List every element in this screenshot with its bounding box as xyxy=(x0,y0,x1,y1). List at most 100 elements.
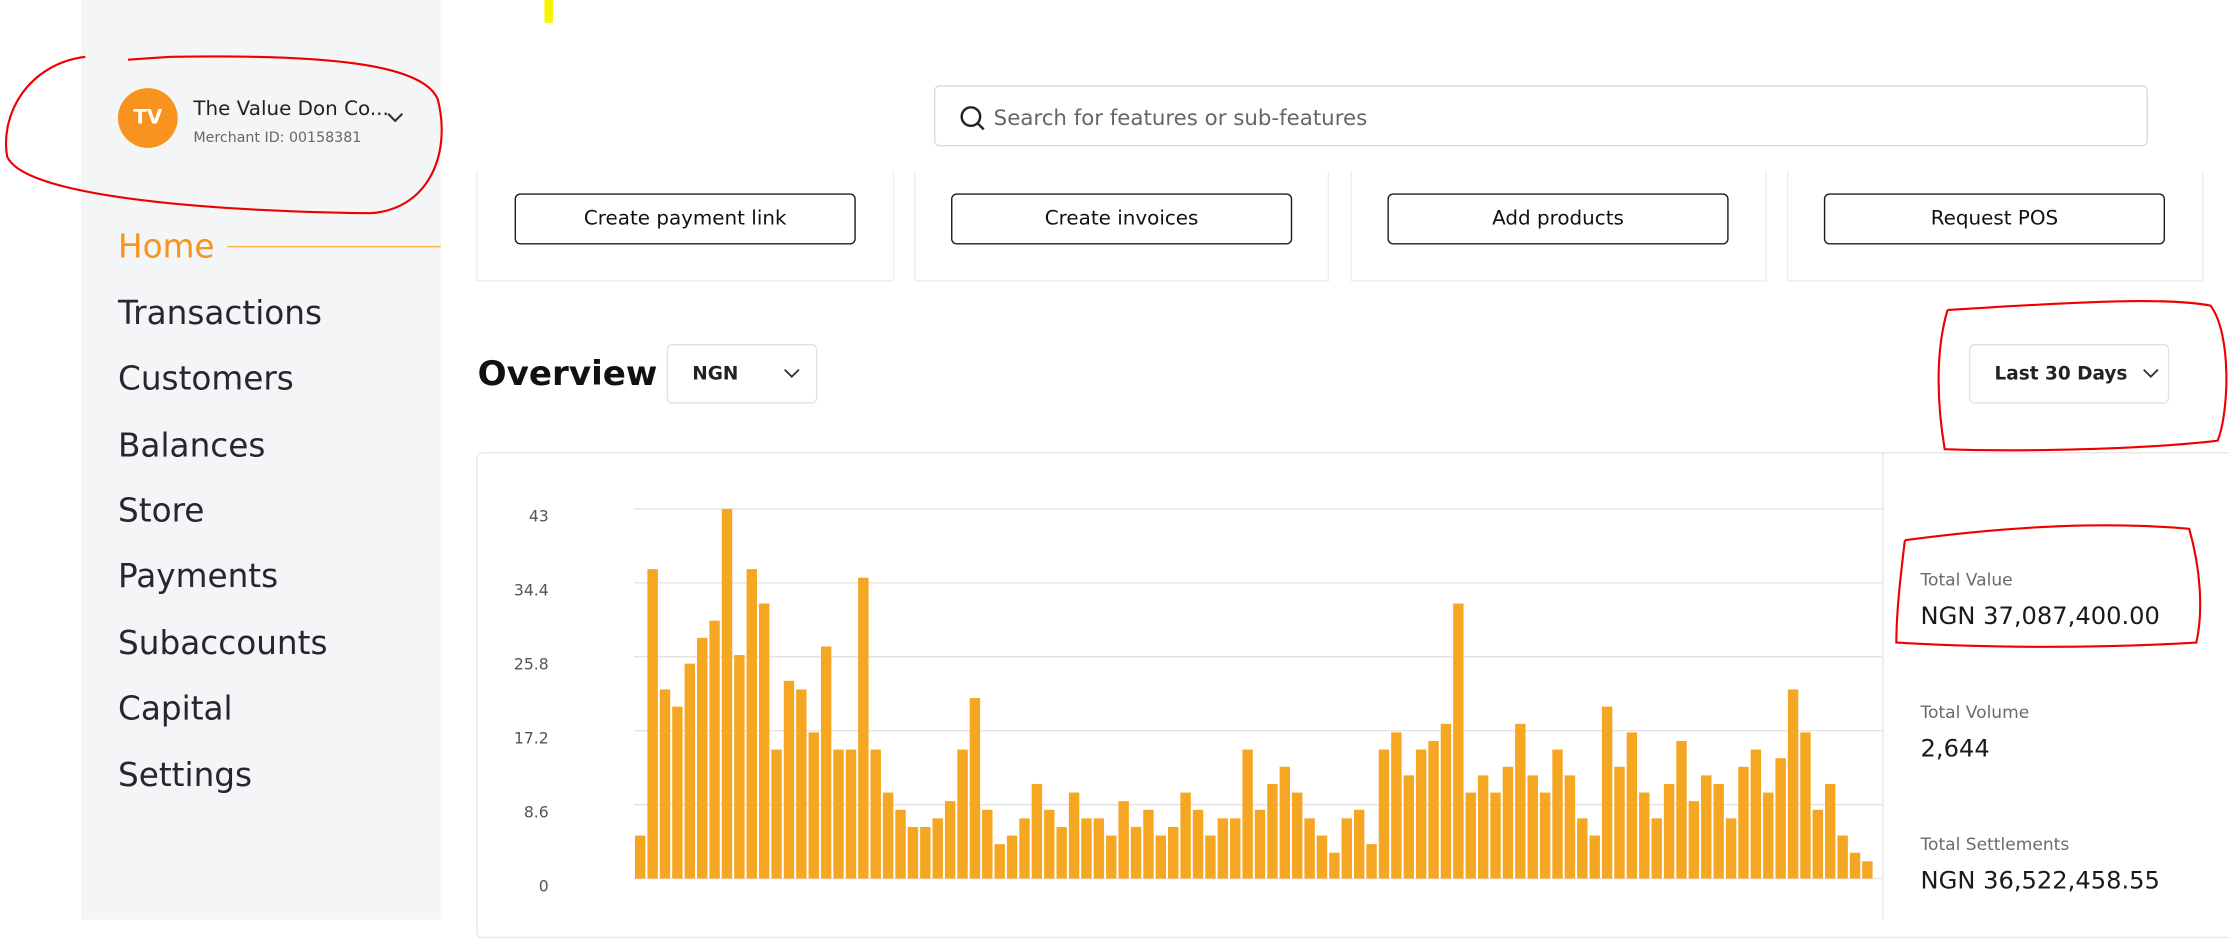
bar xyxy=(1006,835,1018,879)
bar xyxy=(1601,706,1613,879)
bar xyxy=(1168,826,1179,879)
bar xyxy=(1515,723,1526,879)
search-placeholder: Search for features or sub-features xyxy=(993,105,1368,131)
bar xyxy=(1428,740,1439,879)
bar xyxy=(1353,809,1365,879)
bar xyxy=(994,844,1005,879)
bar xyxy=(1130,826,1142,879)
bar xyxy=(1639,792,1650,879)
bar xyxy=(1713,783,1724,879)
nav-item[interactable]: Subaccounts xyxy=(117,625,328,663)
bar xyxy=(1180,792,1191,879)
search-box[interactable] xyxy=(933,85,2148,147)
bar xyxy=(1118,801,1129,879)
stat-value: 2,644 xyxy=(1920,734,1990,764)
action-card xyxy=(914,170,1330,282)
bar xyxy=(1825,783,1836,879)
bar xyxy=(1800,732,1811,879)
action-button[interactable]: Create payment link xyxy=(514,193,856,245)
bar xyxy=(1453,603,1464,879)
action-card xyxy=(1786,170,2204,282)
bar xyxy=(1316,835,1328,879)
bar xyxy=(1378,749,1390,879)
bar xyxy=(858,577,869,879)
bar xyxy=(1093,818,1105,879)
action-card xyxy=(1350,170,1767,282)
bar xyxy=(1502,766,1514,879)
bar xyxy=(969,698,981,879)
nav-item[interactable]: Store xyxy=(117,493,205,531)
bar xyxy=(1031,783,1043,879)
bar xyxy=(808,732,819,879)
y-tick-label: 0 xyxy=(539,876,549,895)
bar xyxy=(1477,775,1489,879)
nav-item[interactable]: Payments xyxy=(117,558,279,596)
bar xyxy=(1044,809,1055,879)
nav-item[interactable]: Balances xyxy=(117,427,266,465)
bar xyxy=(796,689,807,879)
bar xyxy=(684,663,696,879)
bar xyxy=(1465,792,1476,879)
bar xyxy=(944,801,956,879)
bar xyxy=(1056,826,1067,879)
bar xyxy=(1539,792,1551,879)
bar xyxy=(1552,749,1563,879)
bar xyxy=(1862,861,1873,879)
bar xyxy=(709,620,720,879)
bar xyxy=(1366,844,1377,879)
bar xyxy=(882,792,894,879)
currency-dropdown[interactable]: NGN xyxy=(666,344,818,404)
y-tick-label: 25.8 xyxy=(514,655,549,674)
bar xyxy=(1564,775,1576,879)
action-button[interactable]: Request POS xyxy=(1823,193,2166,245)
bar xyxy=(672,706,683,879)
bar xyxy=(1812,809,1824,879)
bar xyxy=(1081,818,1092,879)
bar xyxy=(1192,809,1204,879)
overview-title: Overview xyxy=(477,353,658,394)
bar xyxy=(1267,783,1278,879)
nav-item[interactable]: Capital xyxy=(117,690,233,728)
stat-value: NGN 36,522,458.55 xyxy=(1920,867,2160,896)
bar xyxy=(1849,852,1861,879)
bar xyxy=(696,637,708,879)
bar xyxy=(1787,689,1799,879)
bar xyxy=(845,749,857,879)
bar xyxy=(957,749,968,879)
bar xyxy=(1626,732,1638,879)
bar xyxy=(1391,732,1402,879)
stat-label: Total Volume xyxy=(1920,702,2030,723)
stat-label: Total Settlements xyxy=(1920,834,2070,855)
bar xyxy=(1577,818,1588,879)
bar xyxy=(895,809,906,879)
nav-item[interactable]: Settings xyxy=(117,757,253,795)
bar xyxy=(1676,740,1687,879)
bar xyxy=(1019,818,1030,879)
bar xyxy=(1279,766,1291,879)
nav-item[interactable]: Home xyxy=(117,228,215,266)
bar xyxy=(907,826,919,879)
action-button[interactable]: Create invoices xyxy=(951,193,1293,245)
bar xyxy=(771,749,782,879)
bar xyxy=(1490,792,1501,879)
nav-item[interactable]: Transactions xyxy=(117,295,323,333)
bar xyxy=(1205,835,1216,879)
bar xyxy=(1304,818,1315,879)
bar xyxy=(1738,766,1749,879)
action-button[interactable]: Add products xyxy=(1387,193,1729,245)
bar xyxy=(1242,749,1253,879)
bar xyxy=(1341,818,1352,879)
bar xyxy=(758,603,770,879)
bar xyxy=(1589,835,1600,879)
bar xyxy=(635,835,646,879)
bar xyxy=(1217,818,1229,879)
bar xyxy=(982,809,993,879)
bar xyxy=(1614,766,1625,879)
bar xyxy=(1291,792,1303,879)
y-tick-label: 17.2 xyxy=(514,728,549,747)
bar xyxy=(659,689,671,879)
nav-item[interactable]: Customers xyxy=(117,361,294,399)
bar xyxy=(1750,749,1762,879)
